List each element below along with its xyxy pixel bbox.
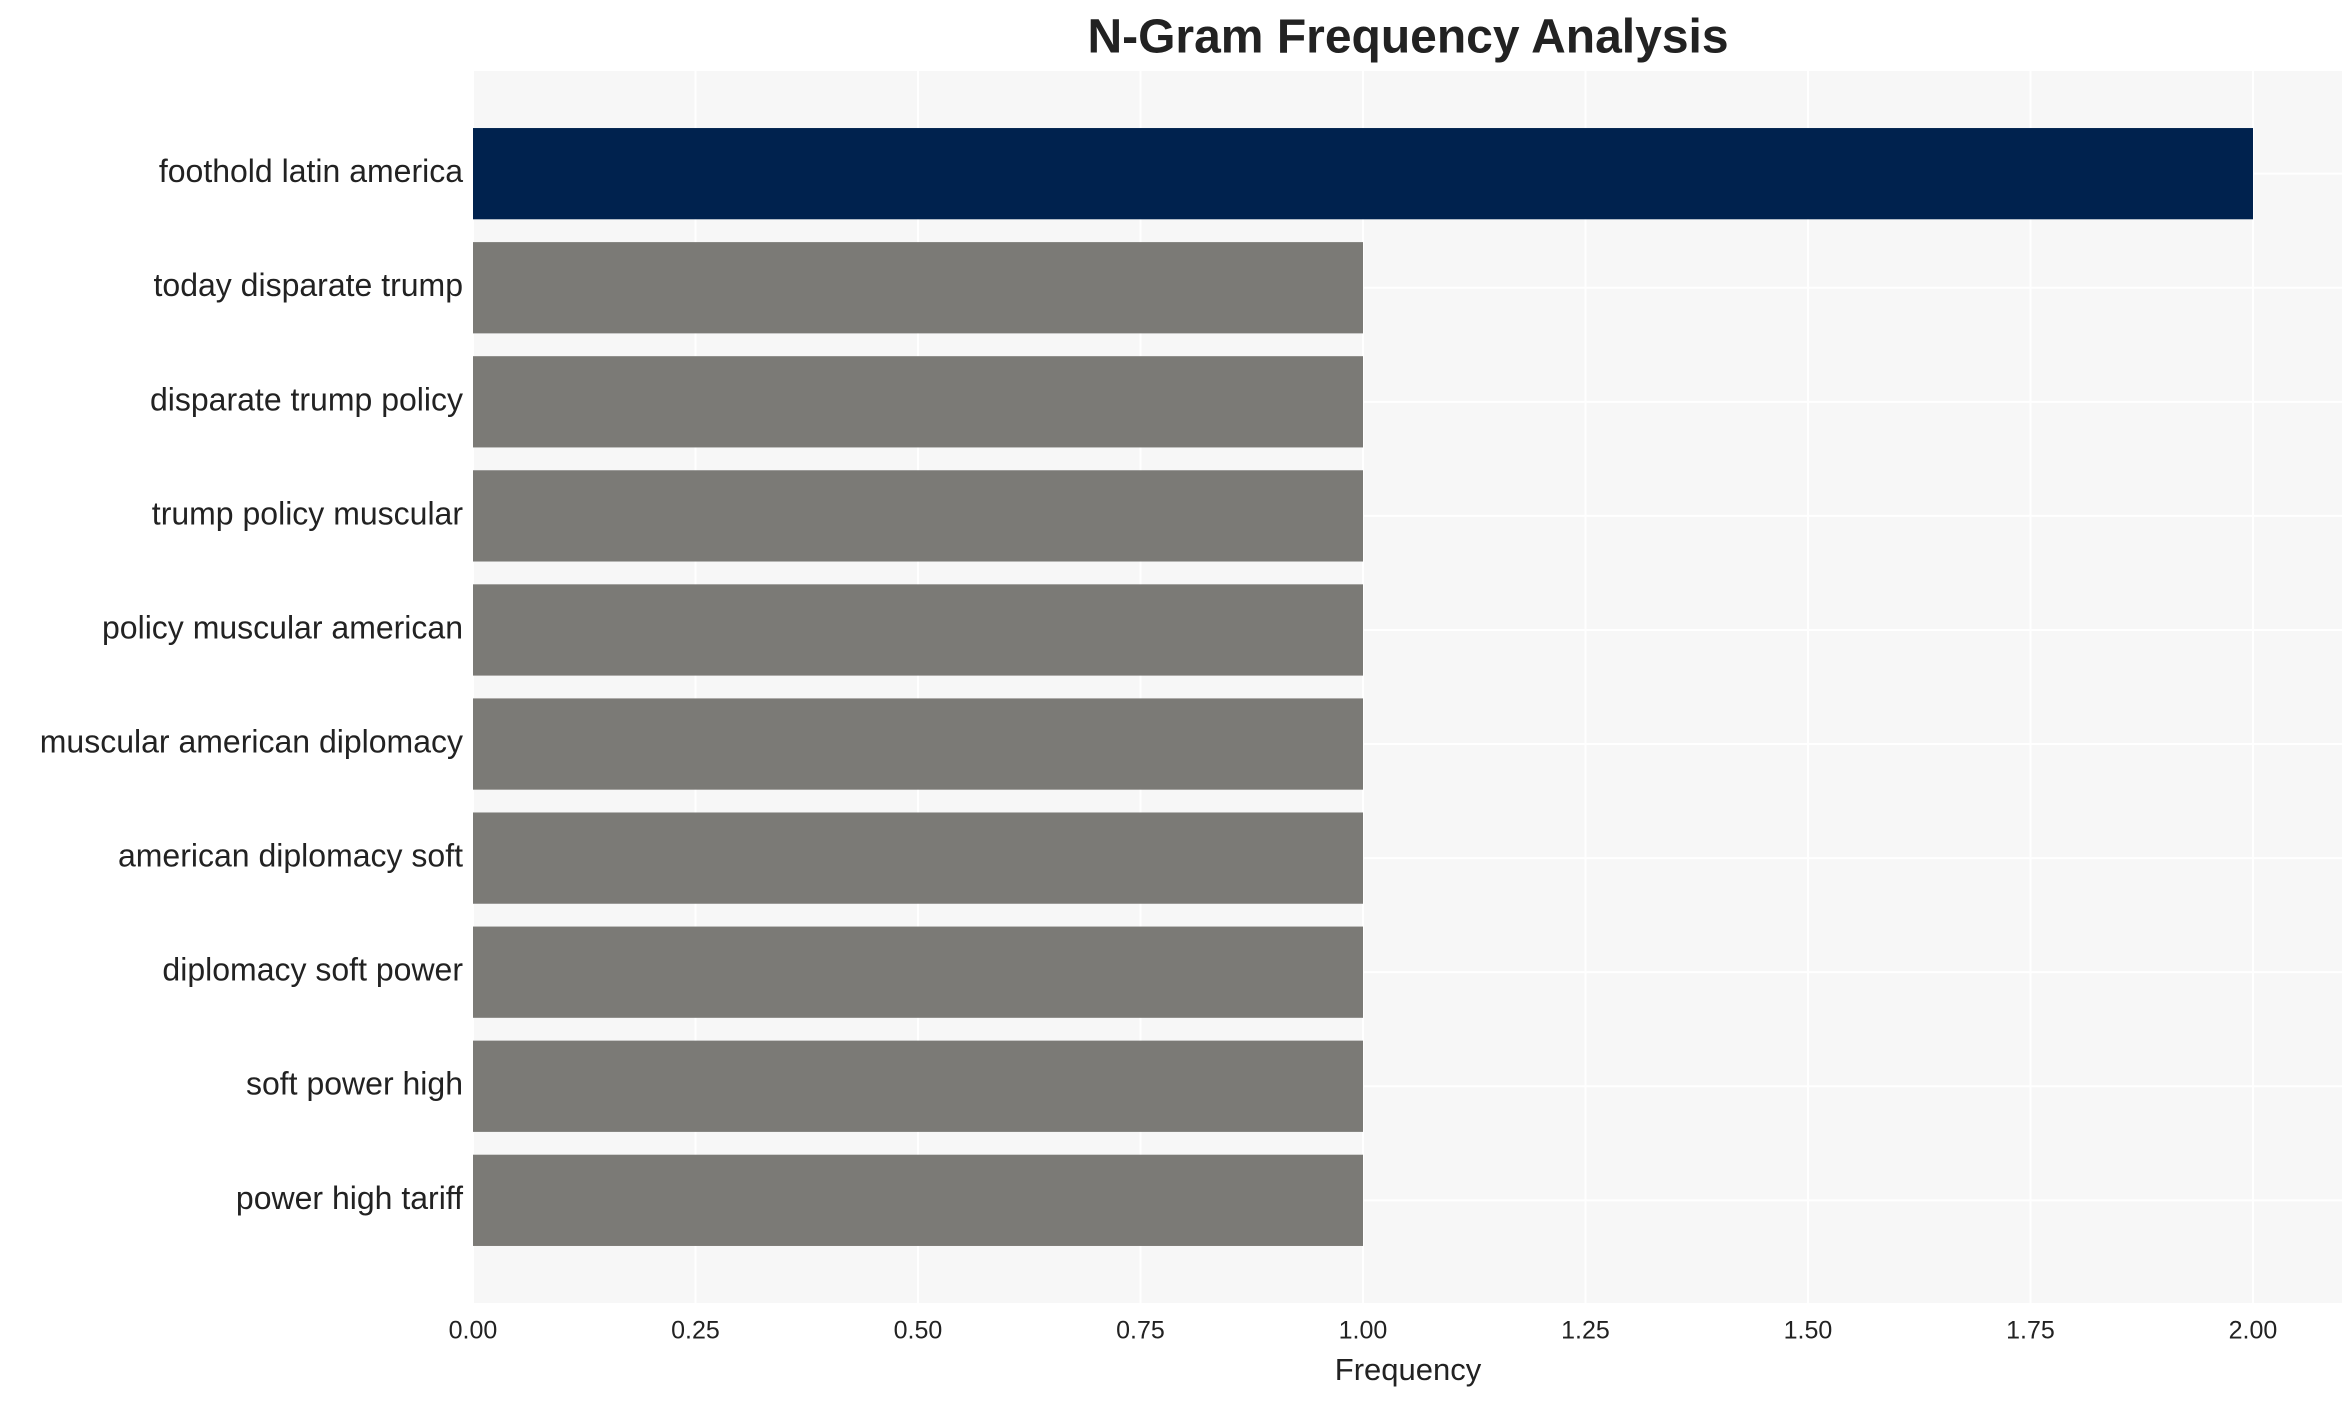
x-tick-label: 1.25: [1561, 1317, 1610, 1345]
chart-title: N-Gram Frequency Analysis: [1087, 11, 1728, 64]
x-tick-label: 0.00: [449, 1317, 498, 1345]
bar: [473, 470, 1363, 562]
bar: [473, 242, 1363, 334]
y-tick-label: trump policy muscular: [152, 495, 464, 531]
bar: [473, 812, 1363, 904]
y-tick-label: american diplomacy soft: [118, 838, 463, 874]
y-tick-label: muscular american diplomacy: [40, 723, 463, 759]
x-tick-label: 1.75: [2006, 1317, 2055, 1345]
x-tick-label: 0.25: [671, 1317, 720, 1345]
bar: [473, 1154, 1363, 1246]
bar: [473, 128, 2253, 220]
y-tick-label: soft power high: [246, 1066, 463, 1102]
y-tick-label: foothold latin america: [159, 153, 463, 189]
x-tick-label: 2.00: [2229, 1317, 2278, 1345]
bar: [473, 356, 1363, 448]
x-axis-label: Frequency: [1335, 1352, 1482, 1387]
y-tick-label: disparate trump policy: [150, 381, 463, 417]
bar: [473, 698, 1363, 790]
bar: [473, 926, 1363, 1018]
bar: [473, 584, 1363, 676]
x-tick-label: 1.00: [1339, 1317, 1388, 1345]
x-tick-label: 0.50: [894, 1317, 943, 1345]
y-tick-label: policy muscular american: [102, 609, 463, 645]
x-tick-label: 1.50: [1784, 1317, 1833, 1345]
y-tick-label: today disparate trump: [154, 267, 464, 303]
y-tick-label: diplomacy soft power: [162, 952, 463, 988]
x-tick-label: 0.75: [1116, 1317, 1165, 1345]
bar: [473, 1040, 1363, 1132]
y-tick-label: power high tariff: [236, 1180, 463, 1216]
